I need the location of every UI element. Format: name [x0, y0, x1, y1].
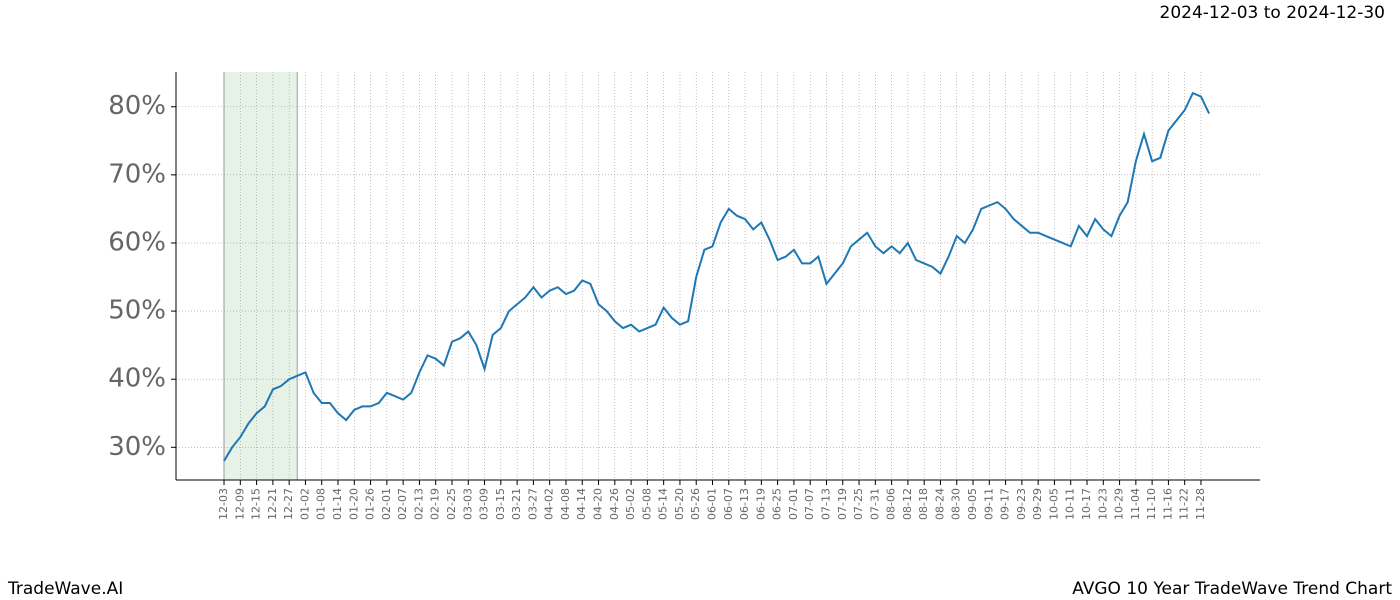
x-tick-label: 03-09 — [478, 488, 491, 520]
x-tick-label: 12-09 — [233, 488, 246, 520]
x-tick-label: 06-07 — [722, 488, 735, 520]
x-tick-label: 09-17 — [999, 488, 1012, 520]
x-tick-label: 11-10 — [1145, 488, 1158, 520]
x-tick-label: 02-25 — [445, 488, 458, 520]
x-tick-label: 09-29 — [1031, 488, 1044, 520]
x-tick-label: 04-08 — [559, 488, 572, 520]
y-tick-label: 80% — [108, 91, 166, 121]
x-tick-label: 10-29 — [1113, 488, 1126, 520]
x-tick-label: 03-21 — [510, 488, 523, 520]
x-tick-label: 02-13 — [412, 488, 425, 520]
x-tick-label: 08-12 — [901, 488, 914, 520]
x-tick-label: 11-16 — [1161, 488, 1174, 520]
x-tick-label: 11-04 — [1129, 488, 1142, 520]
x-tick-label: 01-08 — [315, 488, 328, 520]
x-tick-label: 11-22 — [1178, 488, 1191, 520]
x-tick-label: 05-14 — [657, 488, 670, 520]
x-tick-label: 03-15 — [494, 488, 507, 520]
x-tick-label: 02-07 — [396, 488, 409, 520]
x-tick-label: 09-11 — [982, 488, 995, 520]
footer-title: AVGO 10 Year TradeWave Trend Chart — [1072, 579, 1392, 599]
x-tick-label: 06-19 — [754, 488, 767, 520]
x-tick-label: 10-11 — [1064, 488, 1077, 520]
x-tick-label: 08-30 — [950, 488, 963, 520]
x-tick-label: 07-01 — [787, 488, 800, 520]
x-tick-label: 10-05 — [1047, 488, 1060, 520]
highlight-band — [224, 72, 298, 480]
y-tick-label: 50% — [108, 296, 166, 326]
x-tick-label: 08-24 — [933, 488, 946, 520]
y-tick-label: 40% — [108, 364, 166, 394]
x-tick-label: 06-25 — [771, 488, 784, 520]
x-tick-label: 03-27 — [526, 488, 539, 520]
x-tick-label: 01-14 — [331, 488, 344, 520]
x-tick-label: 11-28 — [1194, 488, 1207, 520]
footer-brand: TradeWave.AI — [7, 579, 123, 599]
x-tick-label: 07-07 — [803, 488, 816, 520]
x-tick-label: 06-13 — [738, 488, 751, 520]
x-tick-label: 10-23 — [1096, 488, 1109, 520]
date-range: 2024-12-03 to 2024-12-30 — [1160, 3, 1385, 23]
x-tick-label: 04-26 — [608, 488, 621, 520]
x-tick-label: 10-17 — [1080, 488, 1093, 520]
x-tick-label: 02-19 — [429, 488, 442, 520]
y-tick-label: 30% — [108, 432, 166, 462]
x-tick-label: 08-18 — [917, 488, 930, 520]
x-tick-label: 05-20 — [673, 488, 686, 520]
x-tick-label: 03-03 — [461, 488, 474, 520]
x-tick-label: 05-02 — [624, 488, 637, 520]
trend-line — [223, 91, 1211, 462]
x-tick-label: 07-13 — [819, 488, 832, 520]
x-tick-label: 07-31 — [868, 488, 881, 520]
x-tick-label: 07-25 — [852, 488, 865, 520]
x-tick-label: 04-02 — [543, 488, 556, 520]
x-tick-label: 09-23 — [1015, 488, 1028, 520]
x-tick-label: 12-15 — [250, 488, 263, 520]
x-tick-label: 04-20 — [592, 488, 605, 520]
x-tick-label: 08-06 — [885, 488, 898, 520]
x-tick-label: 12-21 — [266, 488, 279, 520]
x-tick-label: 06-01 — [706, 488, 719, 520]
y-tick-label: 70% — [108, 159, 166, 189]
x-tick-label: 09-05 — [966, 488, 979, 520]
x-tick-label: 12-03 — [217, 488, 230, 520]
x-tick-label: 07-19 — [836, 488, 849, 520]
x-tick-label: 12-27 — [282, 488, 295, 520]
x-tick-label: 04-14 — [575, 488, 588, 520]
x-tick-label: 01-26 — [364, 488, 377, 520]
y-tick-label: 60% — [108, 227, 166, 257]
x-tick-label: 02-01 — [380, 488, 393, 520]
x-tick-label: 05-26 — [689, 488, 702, 520]
x-tick-label: 01-02 — [298, 488, 311, 520]
x-tick-label: 05-08 — [640, 488, 653, 520]
x-tick-label: 01-20 — [347, 488, 360, 520]
